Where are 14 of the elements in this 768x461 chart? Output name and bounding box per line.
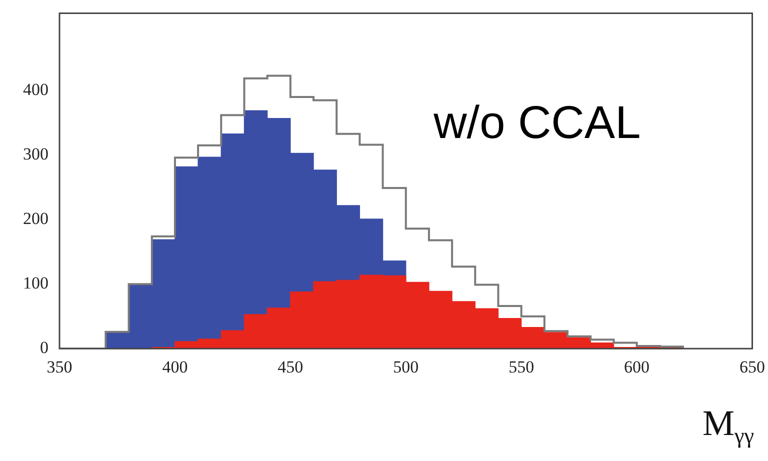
annotation: w/o CCAL (432, 96, 641, 148)
x-tick-label: 500 (393, 357, 419, 376)
x-tick-label: 450 (278, 357, 304, 376)
y-tick-label: 200 (23, 209, 48, 228)
y-tick-label: 100 (23, 274, 48, 293)
x-tick-label: 650 (740, 357, 765, 376)
y-tick-label: 300 (23, 144, 48, 164)
y-tick-label: 0 (40, 338, 48, 358)
x-tick-label: 350 (46, 357, 72, 376)
y-tick-label: 400 (23, 80, 48, 100)
x-axis-title: M$_{γγ}$ (702, 402, 754, 450)
x-tick-label: 550 (508, 357, 534, 376)
x-tick-label: 400 (162, 357, 188, 376)
x-tick-label: 600 (624, 357, 650, 376)
